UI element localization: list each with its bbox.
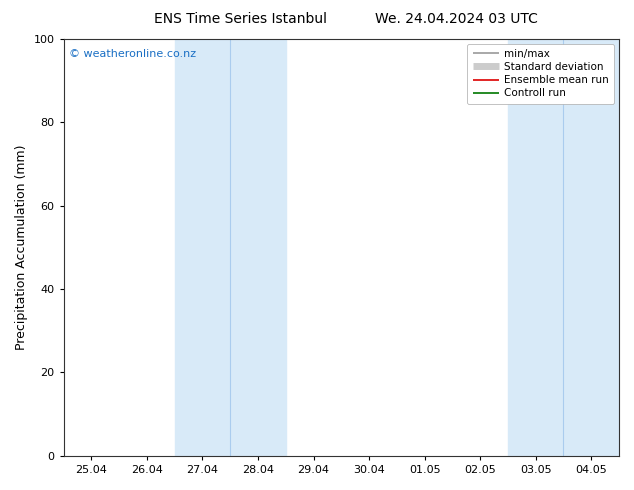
Bar (174, 39, 286, 456)
Legend: min/max, Standard deviation, Ensemble mean run, Controll run: min/max, Standard deviation, Ensemble me… (467, 44, 614, 103)
Y-axis label: Precipitation Accumulation (mm): Precipitation Accumulation (mm) (15, 145, 28, 350)
Bar (508, 39, 619, 456)
Text: © weatheronline.co.nz: © weatheronline.co.nz (69, 49, 197, 59)
Text: We. 24.04.2024 03 UTC: We. 24.04.2024 03 UTC (375, 12, 538, 26)
Text: ENS Time Series Istanbul: ENS Time Series Istanbul (155, 12, 327, 26)
